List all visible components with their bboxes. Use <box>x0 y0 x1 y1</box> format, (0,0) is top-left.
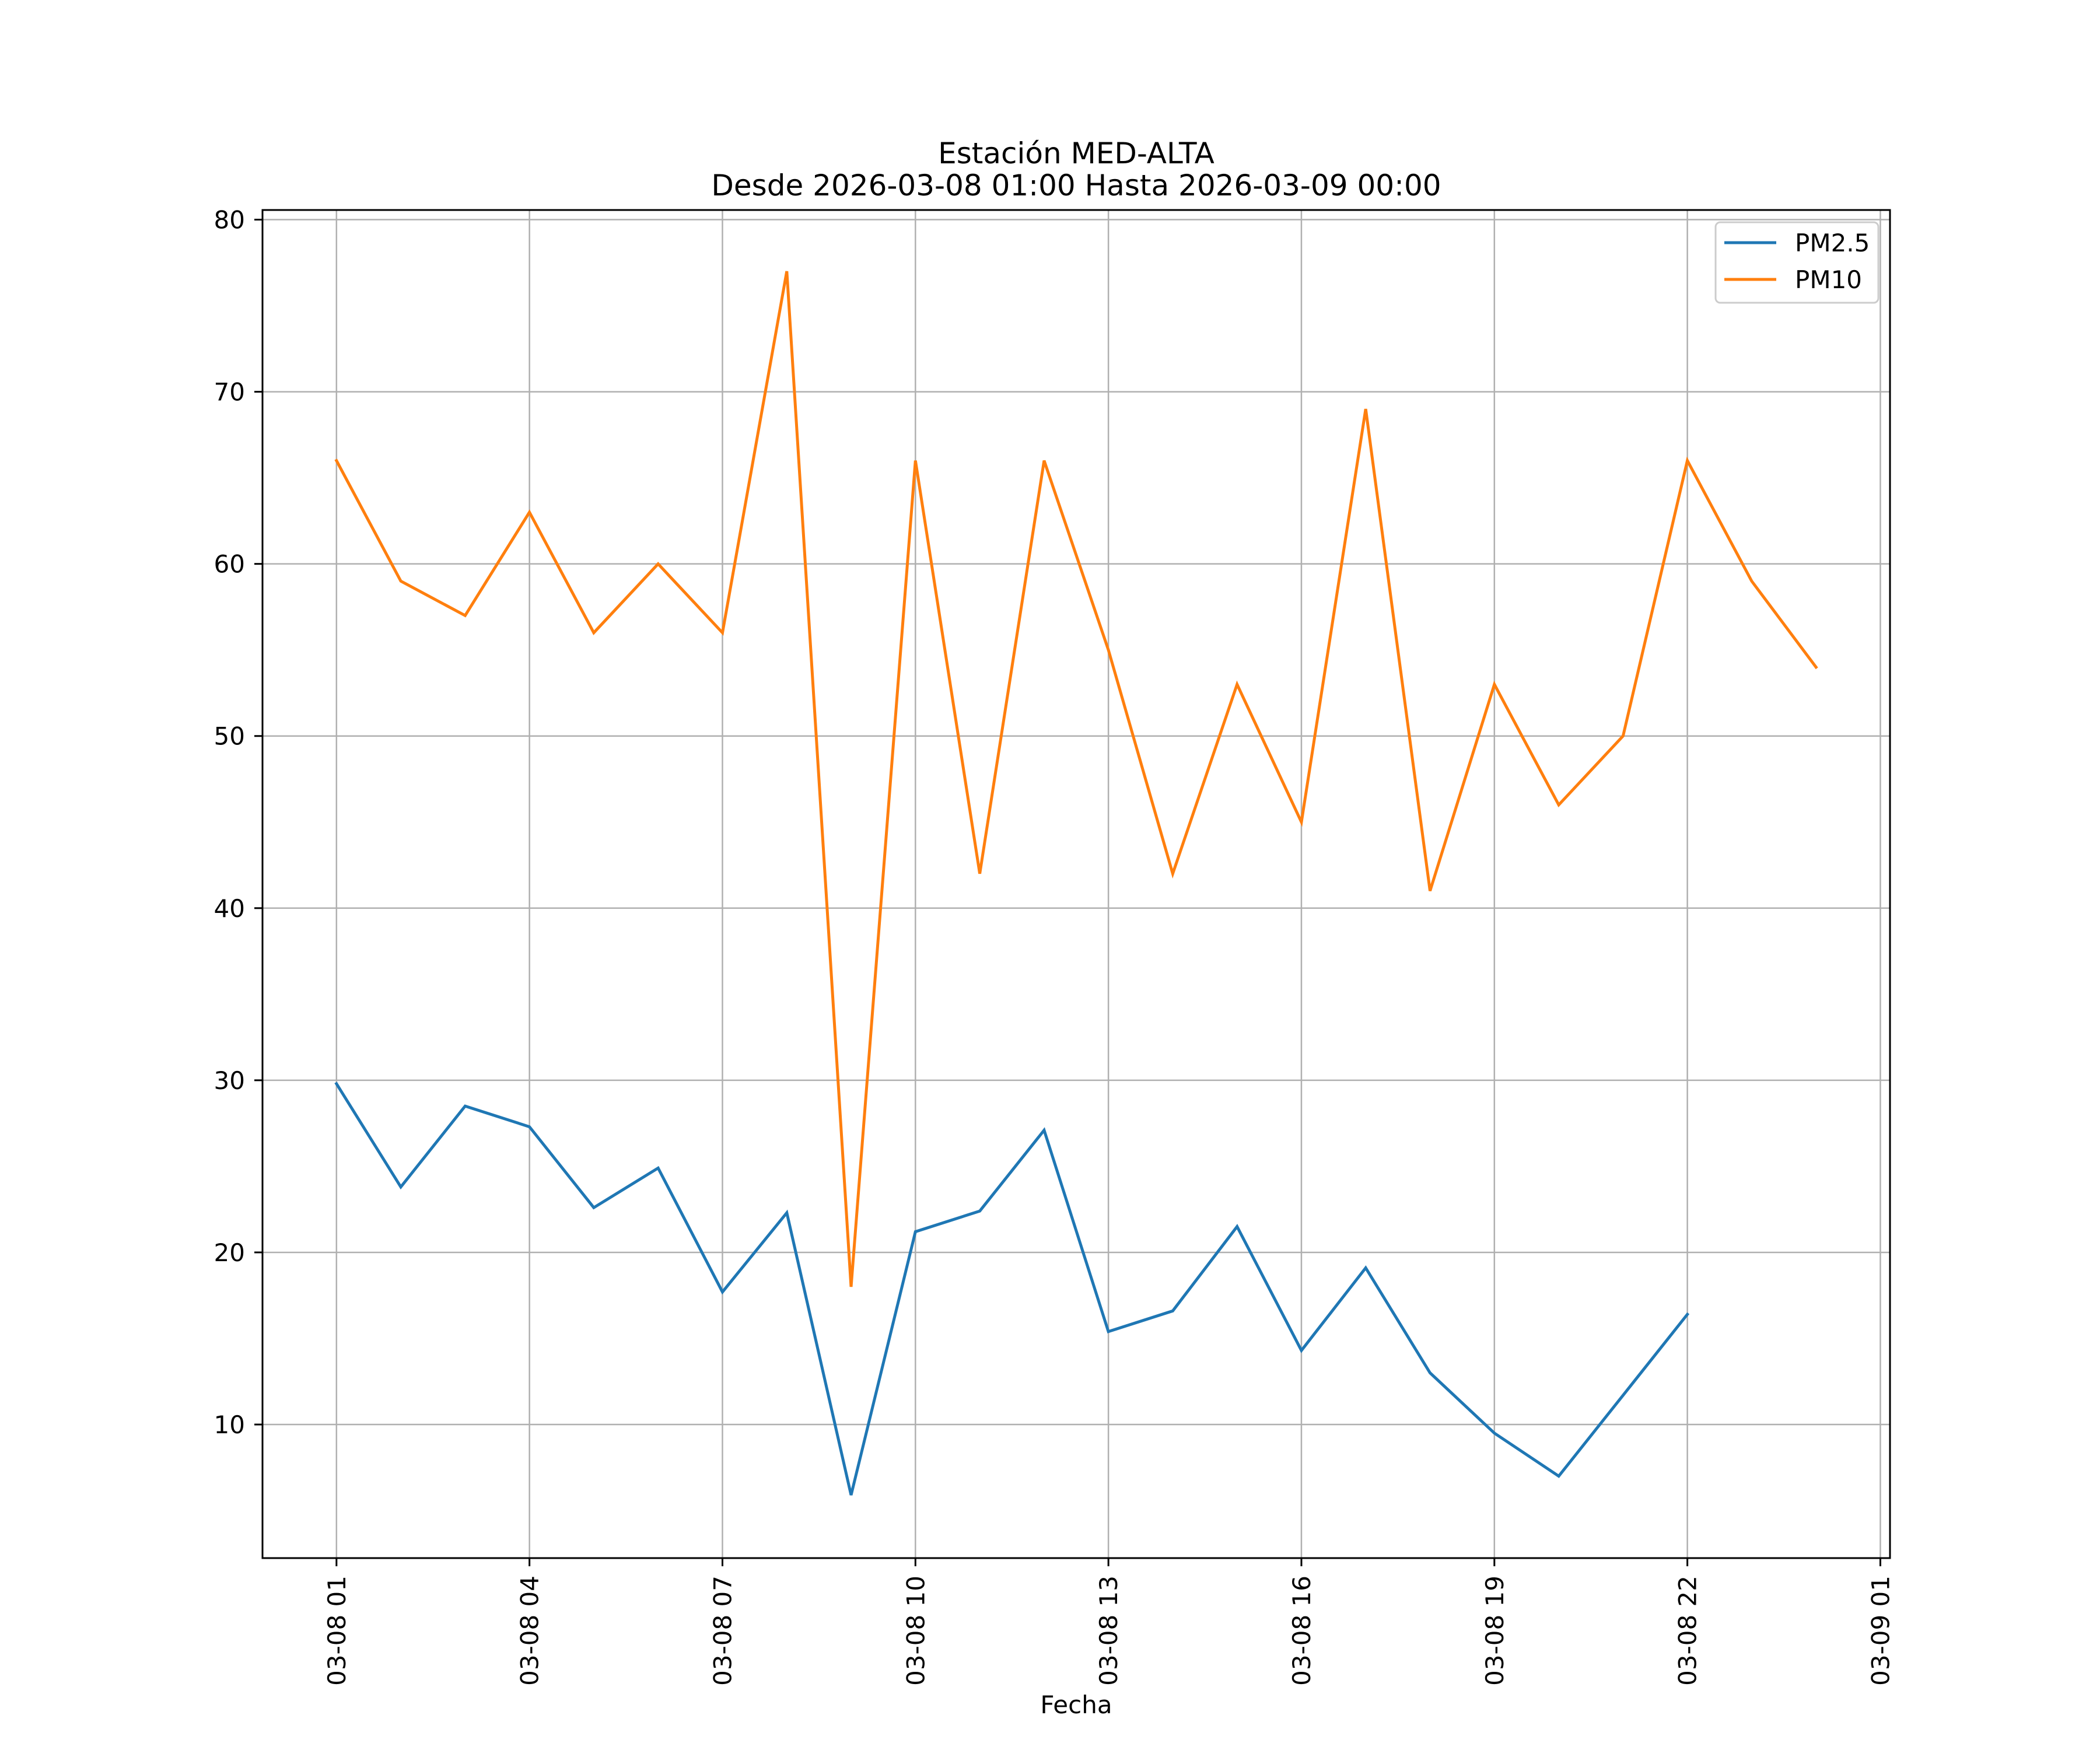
y-tick-label: 30 <box>214 1066 245 1095</box>
axes-frame <box>261 209 1891 1559</box>
grid <box>262 210 1890 1558</box>
series-line-pm25 <box>334 1082 1690 1496</box>
legend-label-pm25: PM2.5 <box>1795 229 1870 257</box>
x-tick-label: 03-08 22 <box>1674 1576 1702 1686</box>
y-tick-label: 70 <box>214 378 245 407</box>
series-lines <box>334 271 1818 1496</box>
x-tick-label: 03-08 07 <box>708 1576 737 1686</box>
y-tick-label: 60 <box>214 550 245 579</box>
y-tick-label: 50 <box>214 722 245 751</box>
x-tick-label: 03-08 04 <box>516 1576 544 1686</box>
chart-subtitle: Desde 2026-03-08 01:00 Hasta 2026-03-09 … <box>711 169 1441 202</box>
y-tick-label: 10 <box>214 1410 245 1439</box>
series-line-pm10 <box>334 271 1818 1287</box>
x-tick-label: 03-08 10 <box>901 1576 930 1686</box>
y-tick-label: 20 <box>214 1238 245 1267</box>
legend: PM2.5 PM10 <box>1714 221 1880 304</box>
chart-title: Estación MED-ALTA <box>938 136 1214 170</box>
y-tick-label: 80 <box>214 206 245 235</box>
x-tick-label: 03-09 01 <box>1866 1576 1895 1686</box>
ticks: 03-08 01 03-08 04 03-08 07 03-08 10 03-08 13… <box>214 206 1895 1686</box>
x-tick-label: 03-08 19 <box>1480 1576 1509 1686</box>
x-tick-label: 03-08 01 <box>323 1576 351 1686</box>
x-tick-label: 03-08 13 <box>1094 1576 1123 1686</box>
x-tick-label: 03-08 16 <box>1287 1576 1316 1686</box>
legend-label-pm10: PM10 <box>1795 265 1862 294</box>
y-tick-label: 40 <box>214 894 245 923</box>
x-axis-label: Fecha <box>1040 1690 1112 1719</box>
